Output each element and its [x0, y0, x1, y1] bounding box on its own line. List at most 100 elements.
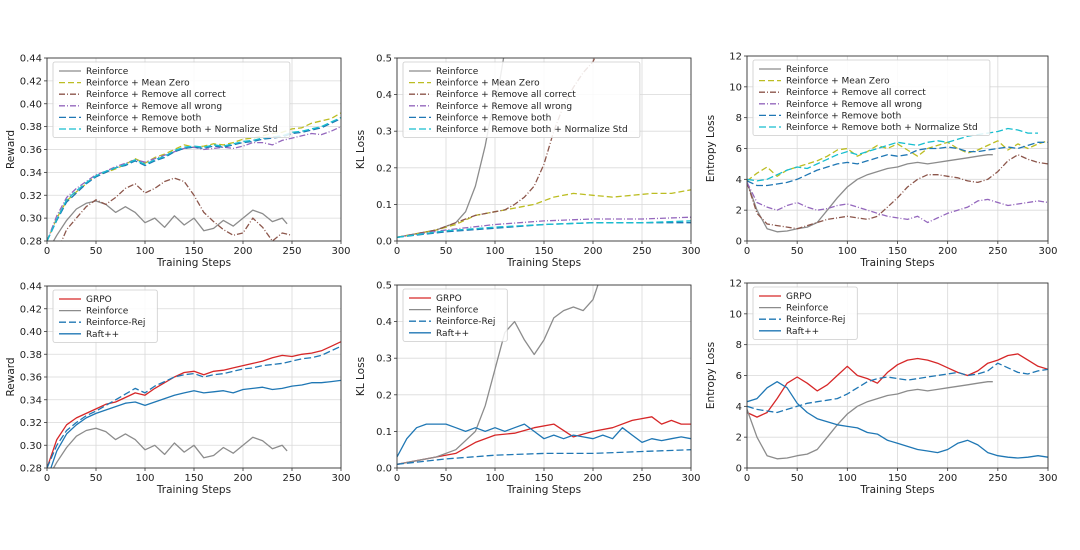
x-axis-label: Training Steps	[156, 257, 231, 269]
y-tick-label: 0	[736, 464, 742, 475]
legend-entry: Reinforce + Remove both + Normalize Std	[86, 125, 278, 135]
y-tick-label: 10	[729, 309, 742, 320]
x-tick-label: 50	[440, 246, 453, 257]
y-tick-label: 0.32	[20, 191, 42, 202]
x-tick-label: 50	[791, 246, 804, 257]
legend-box	[752, 286, 858, 340]
legend-entry: Reinforce + Remove all correct	[436, 90, 576, 100]
y-tick-label: 0.42	[20, 76, 42, 87]
x-tick-label: 100	[135, 473, 154, 484]
y-axis-label: Reward	[5, 357, 17, 396]
reward-top-panel: 0 50 100 150 200 250 300 0.28 0.30 0.32 0.34 0.36 0.…	[5, 54, 351, 270]
legend-entry: Reinforce + Remove all wrong	[786, 100, 922, 110]
x-tick-label: 100	[838, 473, 857, 484]
x-axis-label: Training Steps	[156, 484, 231, 496]
kl-top-panel: 0 50 100 150 200 250 300 0.0 0.1 0.2 0.3 0.4 0.5 Trai…	[355, 54, 701, 270]
y-tick-label: 0.38	[20, 350, 42, 361]
x-tick-label: 0	[744, 473, 750, 484]
plot-frame	[46, 285, 342, 469]
y-tick-label: 0.42	[20, 304, 42, 315]
y-axis-label: Entropy Loss	[705, 342, 717, 409]
x-axis-label: Training Steps	[506, 484, 581, 496]
x-tick-label: 300	[331, 473, 350, 484]
y-tick-label: 0.2	[376, 390, 392, 401]
legend-entry: Reinforce + Remove both + Normalize Std	[436, 125, 628, 135]
y-tick-label: 0.44	[20, 54, 42, 65]
x-tick-label: 50	[791, 473, 804, 484]
series-line-reinforce-remove-both-normalize-std	[47, 116, 341, 241]
kl-bottom-series-group	[397, 285, 691, 465]
legend-entry: Raft++	[86, 330, 119, 340]
legend-entry: Reinforce + Remove all correct	[86, 90, 226, 100]
reward-bottom-panel: 0 50 100 150 200 250 300 0.28 0.30 0.32 0.34 0.36 0.…	[5, 282, 351, 497]
reward-bottom-series-group	[47, 341, 341, 468]
x-tick-label: 0	[394, 473, 400, 484]
reward-top-series-group	[47, 112, 341, 241]
x-tick-label: 200	[583, 246, 602, 257]
legend-box	[52, 289, 158, 343]
legend-entry: Reinforce	[786, 65, 829, 75]
x-tick-label: 0	[394, 246, 400, 257]
x-tick-label: 200	[233, 246, 252, 257]
series-line-reinforce-remove-all-wrong	[747, 182, 1048, 224]
y-tick-label: 0.36	[20, 373, 42, 384]
entropy-top-panel: 0 50 100 150 200 250 300 0 2 4 6 8 10 12 Training Step…	[705, 52, 1058, 270]
legend-entry: GRPO	[786, 292, 812, 302]
series-line-reinforce	[52, 427, 288, 468]
y-tick-label: 0.38	[20, 122, 42, 133]
x-tick-label: 300	[331, 246, 350, 257]
y-tick-label: 0.44	[20, 282, 42, 293]
legend-entry: Reinforce-Rej	[786, 315, 845, 325]
legend-entry: Reinforce + Mean Zero	[436, 79, 540, 89]
series-line-raft-	[50, 379, 341, 468]
y-tick-label: 6	[736, 144, 742, 155]
series-line-raft-	[397, 423, 691, 458]
y-tick-label: 2	[736, 433, 742, 444]
legend-entry: Reinforce + Remove all wrong	[86, 102, 222, 112]
x-tick-label: 200	[583, 473, 602, 484]
y-tick-label: 8	[736, 113, 742, 124]
x-tick-label: 250	[988, 473, 1007, 484]
legend-box	[52, 61, 291, 138]
series-line-reinforce-mean-zero	[397, 189, 691, 238]
x-tick-label: 300	[1038, 246, 1057, 257]
series-line-reinforce	[52, 200, 288, 241]
y-axis-label: KL Loss	[355, 130, 367, 169]
x-tick-label: 300	[1038, 473, 1057, 484]
x-tick-label: 250	[988, 246, 1007, 257]
x-tick-label: 250	[282, 246, 301, 257]
legend-entry: Reinforce + Remove both + Normalize Std	[786, 123, 978, 133]
y-tick-label: 6	[736, 371, 742, 382]
series-line-reinforce-rej	[397, 449, 691, 465]
y-tick-label: 0.4	[376, 317, 392, 328]
legend-entry: Raft++	[436, 329, 469, 339]
entropy-bottom-panel: 0 50 100 150 200 250 300 0 2 4 6 8 10 12 Training Step…	[705, 279, 1058, 497]
series-line-reinforce-remove-all-correct	[747, 154, 1048, 230]
series-line-reinforce-remove-both-normalize-std	[397, 220, 691, 238]
legend-entry: Reinforce	[86, 307, 129, 317]
legend-entry: Reinforce-Rej	[86, 318, 145, 328]
x-tick-label: 150	[888, 246, 907, 257]
series-line-reinforce-mean-zero	[747, 140, 1048, 182]
series-line-reinforce	[747, 381, 993, 460]
x-tick-label: 150	[534, 246, 553, 257]
x-tick-label: 50	[90, 473, 103, 484]
y-tick-label: 8	[736, 340, 742, 351]
plot-frame	[746, 282, 1049, 469]
legend-box	[402, 288, 508, 342]
series-line-reinforce-remove-both-normalize-std	[747, 127, 1038, 182]
series-line-reinforce-remove-all-wrong	[47, 126, 341, 241]
series-line-reinforce-remove-both	[47, 118, 341, 241]
x-tick-label: 100	[838, 246, 857, 257]
x-tick-label: 300	[681, 473, 700, 484]
legend-entry: Reinforce + Remove both	[86, 113, 201, 123]
y-tick-label: 0.5	[376, 54, 392, 65]
x-axis-label: Training Steps	[859, 484, 934, 496]
legend-entry: Reinforce + Mean Zero	[786, 77, 890, 87]
legend-entry: Reinforce + Mean Zero	[86, 79, 190, 89]
y-axis-label: KL Loss	[355, 357, 367, 396]
y-tick-label: 4	[736, 402, 742, 413]
plot-frame	[396, 284, 692, 469]
x-tick-label: 200	[233, 473, 252, 484]
y-tick-label: 12	[729, 279, 742, 290]
